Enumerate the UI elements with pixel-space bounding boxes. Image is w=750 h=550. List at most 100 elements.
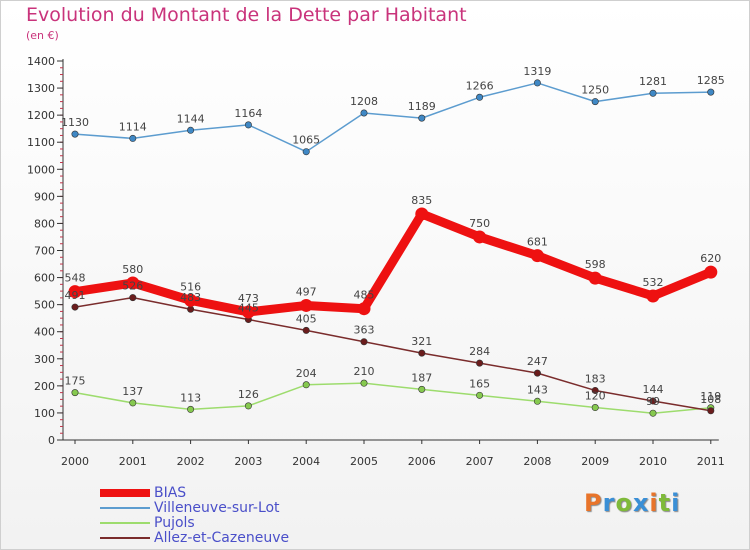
y-tick-label: 0 [48,434,55,447]
data-label-allez-et-cazeneuve: 247 [527,355,548,368]
data-label-bias: 485 [354,289,375,302]
y-tick-label: 1200 [27,109,55,122]
proxiti-logo: Proxiti [584,489,680,517]
data-label-allez-et-cazeneuve: 363 [354,324,375,337]
data-label-bias: 497 [296,285,317,298]
x-tick-label: 2008 [523,455,551,468]
data-label-villeneuve-sur-lot: 1164 [234,107,262,120]
data-label-pujols: 113 [180,391,201,404]
y-tick-label: 300 [34,353,55,366]
y-tick-label: 1000 [27,163,55,176]
data-point-bias [588,271,602,285]
data-label-villeneuve-sur-lot: 1266 [466,79,494,92]
data-point-villeneuve-sur-lot [71,130,79,138]
data-label-bias: 532 [643,276,664,289]
x-tick-label: 2005 [350,455,378,468]
legend-label-allez-et-cazeneuve: Allez-et-Cazeneuve [154,529,290,546]
legend-swatch-pujols [100,521,150,524]
x-tick-label: 2003 [234,455,262,468]
x-tick-label: 2009 [581,455,609,468]
series-lines [68,79,718,417]
data-label-allez-et-cazeneuve: 183 [585,372,606,385]
data-point-allez-et-cazeneuve [476,359,484,367]
logo-letter: i [671,489,681,517]
data-point-villeneuve-sur-lot [707,88,715,96]
data-label-villeneuve-sur-lot: 1208 [350,95,378,108]
chart-title: Evolution du Montant de la Dette par Hab… [26,4,467,26]
data-point-allez-et-cazeneuve [533,369,541,377]
data-point-villeneuve-sur-lot [360,109,368,117]
data-point-villeneuve-sur-lot [476,93,484,101]
series-line-allez-et-cazeneuve [74,296,712,412]
data-label-pujols: 175 [65,375,86,388]
data-point-villeneuve-sur-lot [533,79,541,87]
series-line-villeneuve-sur-lot [74,82,712,153]
legend-swatch-villeneuve-sur-lot [100,506,150,509]
logo-letter: x [632,489,650,517]
data-point-pujols [649,409,657,417]
data-point-pujols [71,389,79,397]
data-point-bias [126,276,140,290]
y-tick-label: 900 [34,190,55,203]
data-label-bias: 750 [469,217,490,230]
y-tick-label: 700 [34,245,55,258]
data-point-pujols [533,397,541,405]
data-label-pujols: 137 [122,385,143,398]
data-label-pujols: 187 [411,371,432,384]
legend-label-villeneuve-sur-lot: Villeneuve-sur-Lot [154,499,280,516]
data-point-villeneuve-sur-lot [129,134,137,142]
data-point-bias [241,305,255,319]
x-tick-label: 2007 [466,455,494,468]
data-point-allez-et-cazeneuve [591,386,599,394]
y-tick-label: 1100 [27,136,55,149]
data-label-pujols: 99 [646,395,660,408]
series-line-bias [70,209,716,317]
data-label-pujols: 165 [469,377,490,390]
data-label-villeneuve-sur-lot: 1130 [61,116,89,129]
legend-item-bias: BIAS [100,484,289,501]
legend-item-allez-et-cazeneuve: Allez-et-Cazeneuve [100,529,290,546]
legend-swatch-allez-et-cazeneuve [100,536,150,539]
data-point-pujols [129,399,137,407]
data-label-villeneuve-sur-lot: 1189 [408,100,436,113]
data-label-allez-et-cazeneuve: 445 [238,302,259,315]
legend-label-bias: BIAS [154,484,187,501]
data-point-villeneuve-sur-lot [302,148,310,156]
data-label-villeneuve-sur-lot: 1114 [119,120,147,133]
data-point-allez-et-cazeneuve [302,326,310,334]
data-point-bias [68,285,82,299]
data-label-villeneuve-sur-lot: 1250 [581,84,609,97]
data-label-allez-et-cazeneuve: 405 [296,312,317,325]
data-label-allez-et-cazeneuve: 144 [643,383,664,396]
data-label-pujols: 120 [585,390,606,403]
data-label-villeneuve-sur-lot: 1319 [523,65,551,78]
legend: BIAS Villeneuve-sur-Lot Pujols Allez-et-… [100,484,290,546]
y-tick-label: 1300 [27,82,55,95]
data-label-bias: 473 [238,292,259,305]
logo-letter: o [615,489,633,517]
data-labels: 1130 1114 1144 1164 1065 1208 1189 1266 1319 1250… [61,65,725,408]
data-label-bias: 620 [700,252,721,265]
data-point-bias [184,293,198,307]
data-point-villeneuve-sur-lot [187,126,195,134]
data-label-pujols: 119 [700,390,721,403]
logo-letter: r [602,489,616,517]
y-tick-label: 600 [34,272,55,285]
data-point-pujols [302,381,310,389]
y-tick-label: 400 [34,326,55,339]
data-point-allez-et-cazeneuve [649,397,657,405]
data-point-pujols [187,405,195,413]
data-point-allez-et-cazeneuve [418,349,426,357]
data-point-pujols [244,402,252,410]
data-point-allez-et-cazeneuve [360,338,368,346]
legend-label-pujols: Pujols [154,514,195,531]
data-point-bias [357,302,371,316]
data-point-pujols [360,379,368,387]
data-point-bias [299,298,313,312]
data-label-villeneuve-sur-lot: 1065 [292,134,320,147]
x-tick-label: 2002 [177,455,205,468]
series-line-pujols [74,382,712,414]
data-point-bias [415,207,429,221]
data-point-villeneuve-sur-lot [418,114,426,122]
data-point-allez-et-cazeneuve [187,305,195,313]
